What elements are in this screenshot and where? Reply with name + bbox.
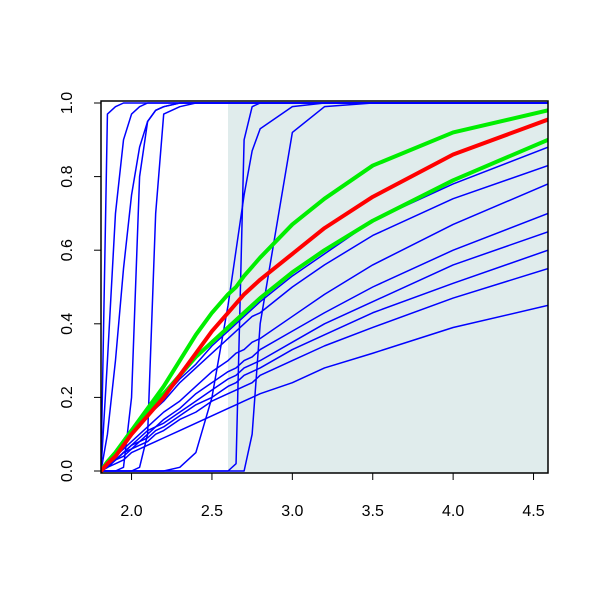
x-tick-label: 4.5	[522, 503, 544, 520]
series-line	[101, 249, 548, 472]
x-tick-label: 3.5	[362, 503, 384, 520]
y-tick-label: 0.8	[59, 165, 76, 187]
y-tick-label: 0.0	[59, 460, 76, 482]
series-line	[101, 102, 548, 472]
series-line	[101, 137, 548, 473]
y-tick-label: 0.2	[59, 386, 76, 408]
series-line	[101, 267, 548, 472]
series-line	[101, 183, 548, 472]
plot-border	[100, 100, 549, 474]
plot-area	[101, 101, 548, 473]
x-tick-label: 4.0	[442, 503, 464, 520]
series-line	[101, 212, 548, 472]
series-line	[101, 117, 548, 473]
x-tick-label: 3.0	[281, 503, 303, 520]
x-tick-label: 2.0	[120, 503, 142, 520]
y-tick-label: 1.0	[59, 92, 76, 114]
y-tick-label: 0.6	[59, 239, 76, 261]
y-tick-label: 0.4	[59, 313, 76, 335]
x-tick-label: 2.5	[201, 503, 223, 520]
axes: 2.0 2.5 3.0 3.5 4.0 4.5 0.0 0.2 0.4 0.6 0.8 1.0	[59, 92, 549, 520]
series-line	[101, 304, 548, 472]
